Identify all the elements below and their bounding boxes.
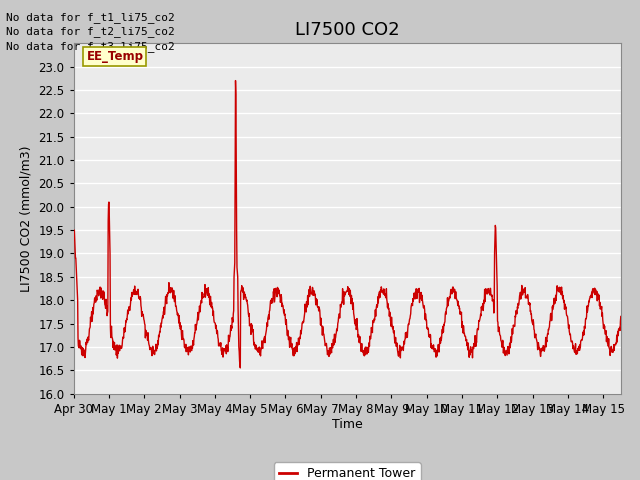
Text: No data for f_t2_li75_co2: No data for f_t2_li75_co2 <box>6 26 175 37</box>
Text: No data for f_t1_li75_co2: No data for f_t1_li75_co2 <box>6 12 175 23</box>
Y-axis label: LI7500 CO2 (mmol/m3): LI7500 CO2 (mmol/m3) <box>20 145 33 292</box>
Text: EE_Temp: EE_Temp <box>86 50 143 63</box>
Text: No data for f_t3_li75_co2: No data for f_t3_li75_co2 <box>6 41 175 52</box>
Title: LI7500 CO2: LI7500 CO2 <box>295 21 399 39</box>
Legend: Permanent Tower: Permanent Tower <box>274 462 420 480</box>
X-axis label: Time: Time <box>332 419 363 432</box>
